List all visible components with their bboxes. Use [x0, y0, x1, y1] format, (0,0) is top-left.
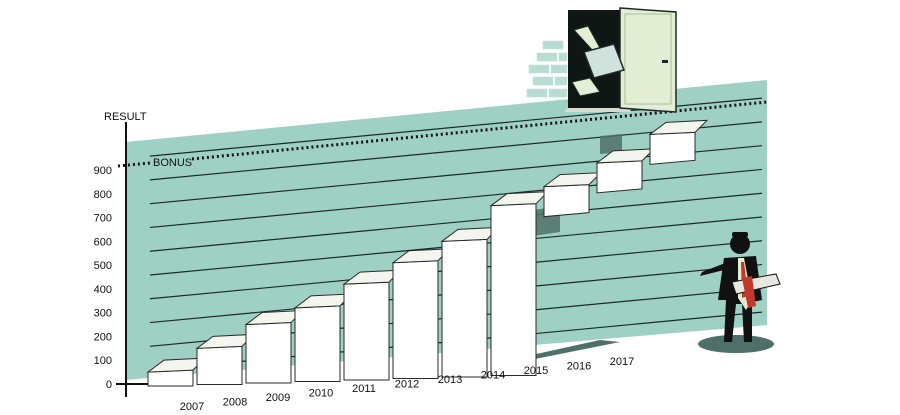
stair-step-2009 [244, 309, 305, 384]
bonus-label: BONUS [153, 157, 192, 169]
y-tick-label: 500 [94, 260, 112, 272]
y-tick-label: 600 [94, 236, 112, 248]
grid-line [149, 168, 763, 229]
step-front [596, 160, 643, 194]
businessman-with-scroll-icon [698, 232, 781, 353]
step-front [649, 131, 696, 165]
y-tick-label: 0 [106, 379, 112, 391]
stair-step-2010 [293, 293, 354, 382]
grid-line [149, 192, 763, 252]
stair-shadow [518, 340, 620, 360]
x-tick-label: 2008 [223, 397, 247, 409]
stair-step-2017 [648, 119, 709, 165]
step-front [490, 203, 537, 376]
x-tick-label: 2015 [524, 365, 548, 377]
brick-wall-icon [525, 39, 569, 99]
x-tick-label: 2014 [481, 370, 505, 382]
step-top [648, 119, 709, 135]
x-tick-label: 2007 [180, 401, 204, 413]
step-front [245, 322, 292, 384]
bonus-line-left [117, 161, 151, 168]
y-tick-label: 700 [94, 213, 112, 225]
x-tick-label: 2012 [395, 379, 419, 391]
step-front [441, 238, 488, 378]
y-tick-label: 200 [94, 331, 112, 343]
step-front [147, 369, 194, 387]
x-tick-label: 2016 [567, 361, 591, 373]
y-tick-label: 300 [94, 308, 112, 320]
x-tick-label: 2009 [266, 392, 290, 404]
y-tick-label: 800 [94, 189, 112, 201]
open-door-icon[interactable] [564, 7, 677, 113]
x-tick-labels: 2007 2008 2009 2010 2011 2012 2013 2014 2015 2016… [180, 356, 634, 413]
y-tick-label: 900 [94, 165, 112, 177]
y-tick-label: 100 [94, 355, 112, 367]
x-tick-label: 2013 [438, 374, 462, 386]
floating-steps-shadow-2 [600, 134, 622, 154]
door-panel [619, 7, 677, 113]
x-tick-label: 2017 [610, 356, 634, 368]
stair-step-2008 [195, 333, 256, 385]
door-knob [662, 60, 668, 63]
step-front [343, 281, 390, 381]
stair-steps [146, 119, 709, 387]
stair-step-2011 [342, 269, 403, 381]
y-tick-labels: 0 100 200 300 400 500 600 700 800 900 [94, 165, 112, 391]
stair-step-2013 [440, 226, 501, 378]
step-front [543, 184, 590, 218]
step-front [392, 260, 439, 379]
stair-step-2012 [391, 248, 452, 379]
stair-step-2014 [489, 191, 550, 376]
step-front [294, 305, 341, 382]
step-front [196, 345, 243, 385]
stair-step-2015 [542, 172, 603, 218]
x-tick-label: 2010 [309, 388, 333, 400]
x-tick-label: 2011 [352, 383, 376, 395]
y-axis-title: RESULT [104, 111, 147, 123]
y-tick-label: 400 [94, 284, 112, 296]
